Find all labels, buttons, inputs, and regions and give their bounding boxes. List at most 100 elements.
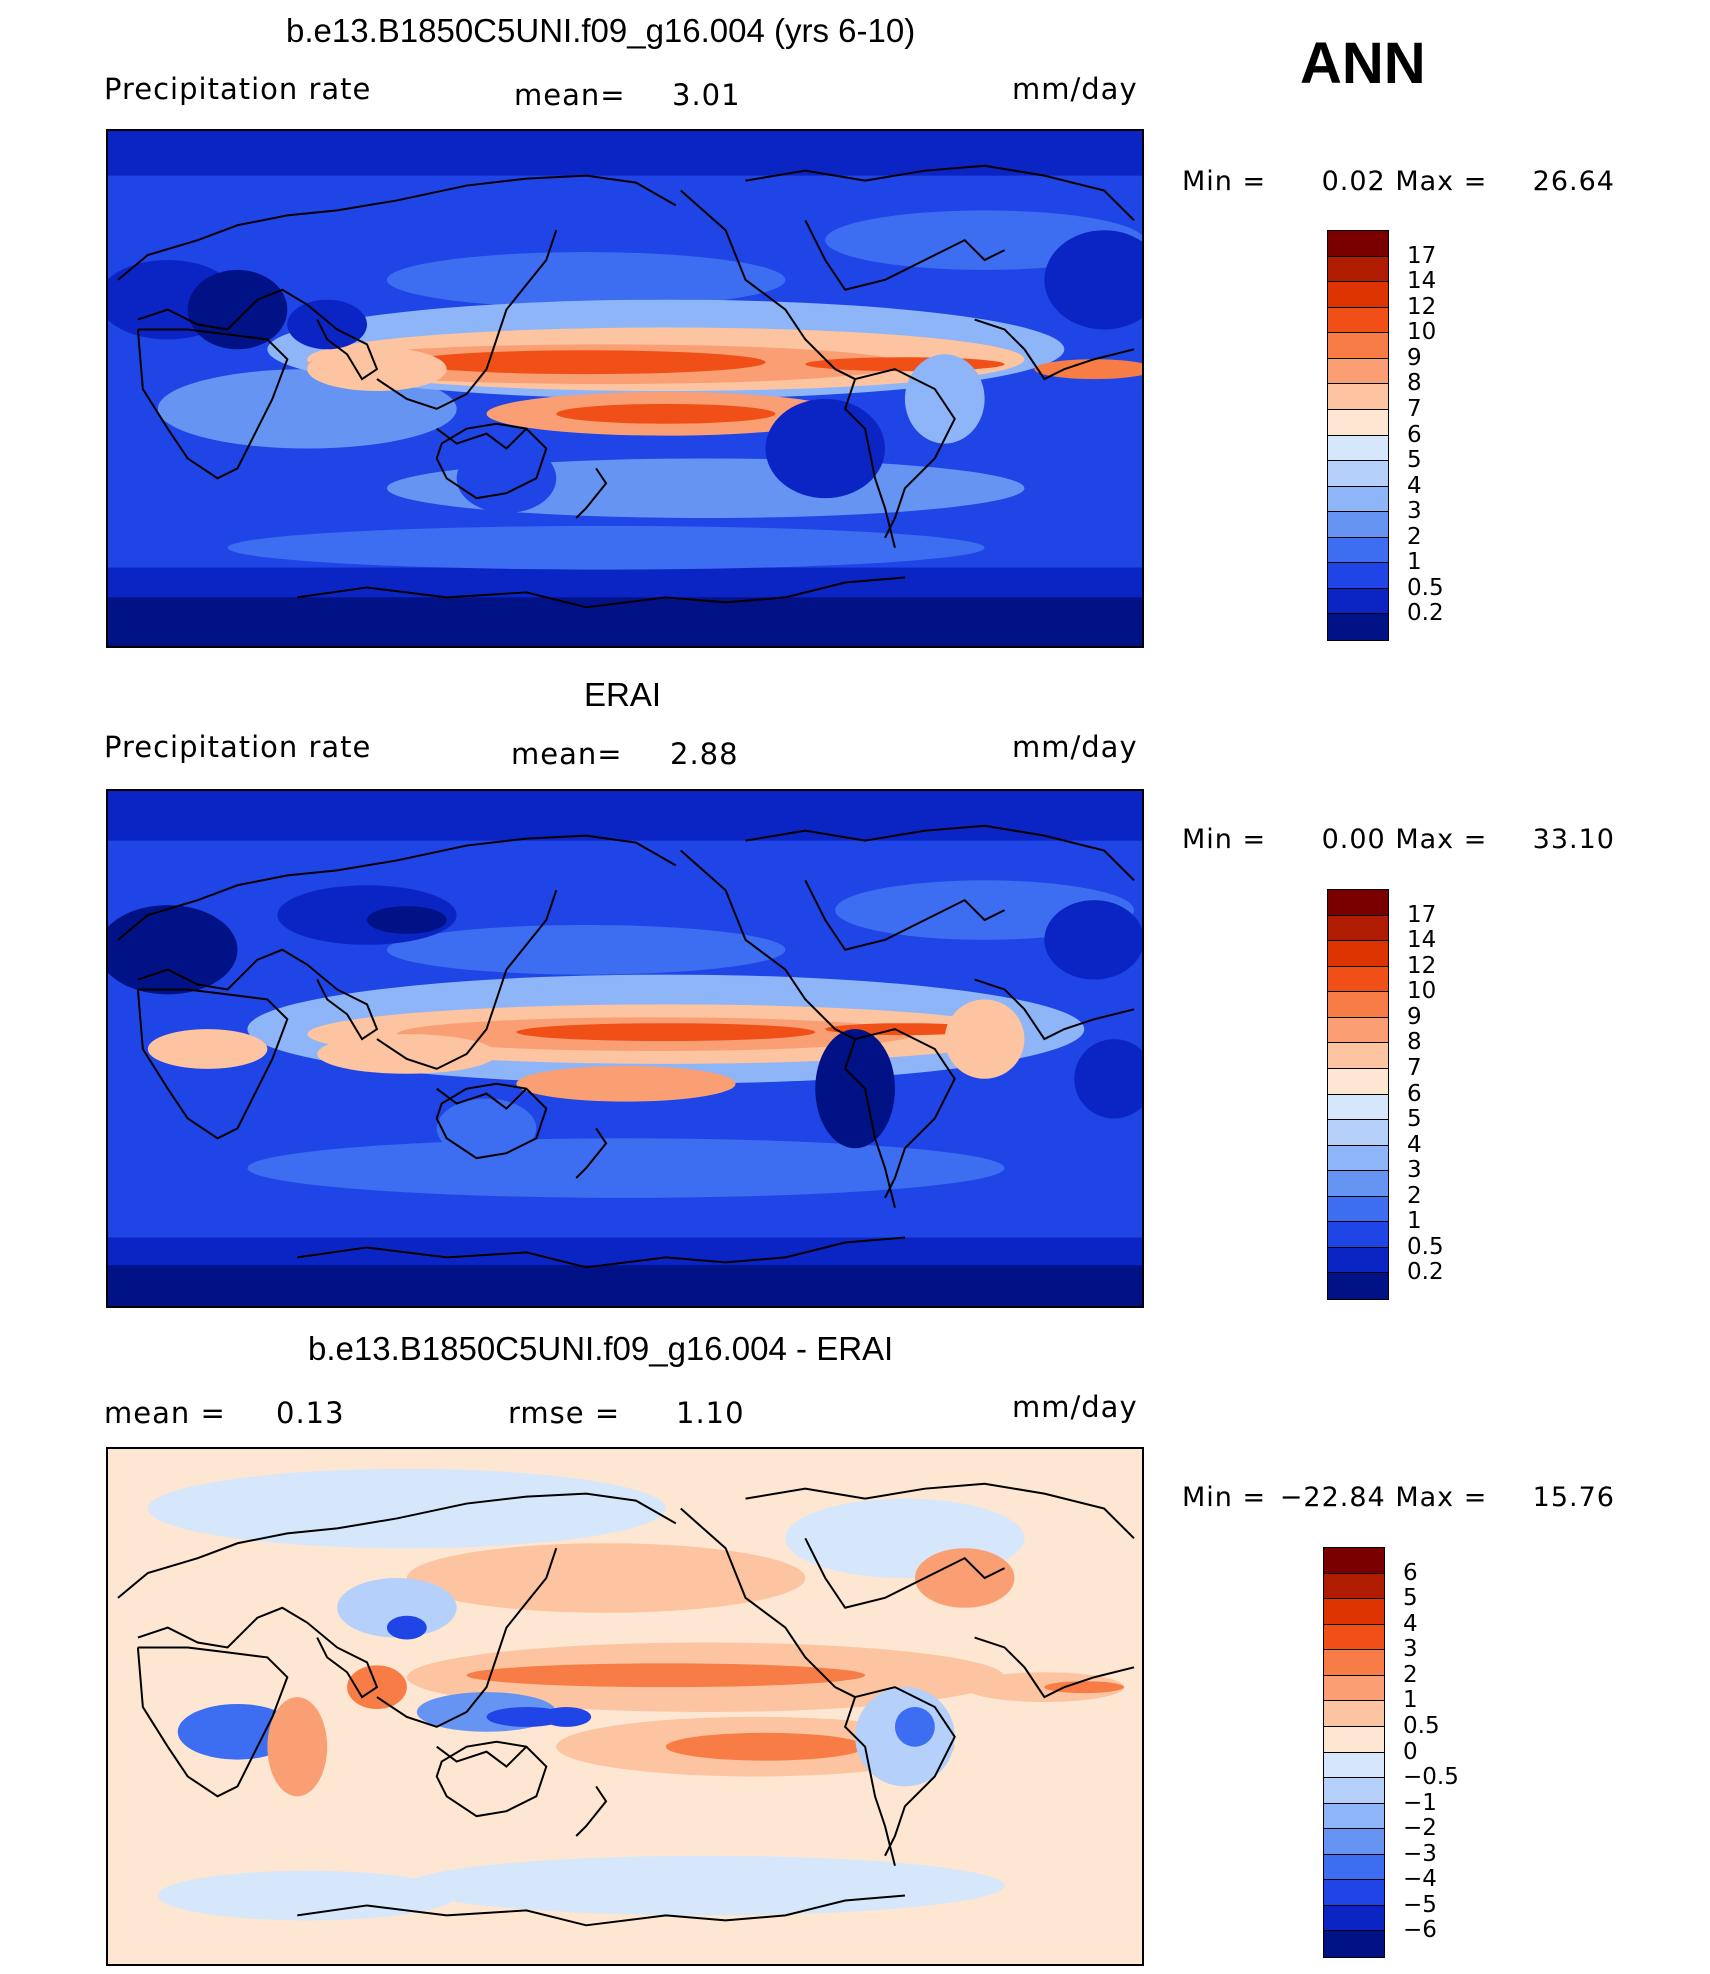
panel-3-min-value: −22.84 xyxy=(1279,1482,1386,1513)
colorbar-segment xyxy=(1328,358,1388,385)
colorbar-tick-label: 2 xyxy=(1407,1182,1422,1209)
colorbar-segment xyxy=(1328,512,1388,538)
colorbar-tick-label: 8 xyxy=(1407,370,1422,397)
colorbar-segment xyxy=(1324,1548,1384,1574)
panel-2-max-label: Max = xyxy=(1395,824,1488,855)
colorbar-segment xyxy=(1324,1675,1384,1702)
colorbar-segment xyxy=(1328,486,1388,513)
colorbar-segment xyxy=(1324,1905,1384,1932)
colorbar-tick-label: 17 xyxy=(1407,901,1437,928)
colorbar-segment xyxy=(1328,614,1388,640)
colorbar-tick-label: 3 xyxy=(1407,1157,1422,1184)
colorbar-tick-label: 4 xyxy=(1407,472,1422,499)
colorbar-tick-label: 4 xyxy=(1407,1131,1422,1158)
colorbar-tick-label: −3 xyxy=(1403,1840,1437,1867)
colorbar-segment xyxy=(1328,966,1388,993)
colorbar-tick-label: 6 xyxy=(1407,1080,1422,1107)
colorbar-tick-label: 7 xyxy=(1407,1054,1422,1081)
colorbar-segment xyxy=(1324,1573,1384,1600)
panel-3-min-label: Min = xyxy=(1182,1482,1267,1513)
colorbar-segment xyxy=(1328,461,1388,487)
colorbar-segment xyxy=(1328,307,1388,334)
panel-1-max-value: 26.64 xyxy=(1532,166,1615,197)
panel-1-mean-label: mean= xyxy=(514,78,626,112)
colorbar-tick-label: −0.5 xyxy=(1403,1764,1459,1791)
colorbar-tick-label: 0.2 xyxy=(1407,600,1444,627)
erai-precip-map xyxy=(108,791,1142,1306)
colorbar-tick-label: 0.5 xyxy=(1407,1233,1444,1260)
colorbar-segment xyxy=(1328,1145,1388,1172)
colorbar-tick-label: −2 xyxy=(1403,1815,1437,1842)
difference-map xyxy=(108,1449,1142,1964)
colorbar-segment xyxy=(1324,1752,1384,1779)
panel-3-max-label: Max = xyxy=(1395,1482,1488,1513)
panel-1-min-value: 0.02 xyxy=(1321,166,1386,197)
panel-1-title: b.e13.B1850C5UNI.f09_g16.004 (yrs 6-10) xyxy=(286,12,916,49)
colorbar-segment xyxy=(1328,1094,1388,1121)
colorbar-segment xyxy=(1324,1803,1384,1830)
colorbar-tick-label: 9 xyxy=(1407,344,1422,371)
colorbar-tick-label: 12 xyxy=(1407,952,1437,979)
colorbar-segment xyxy=(1324,1726,1384,1753)
colorbar-tick-label: 5 xyxy=(1407,1106,1422,1133)
colorbar-tick-label: 9 xyxy=(1407,1003,1422,1030)
panel-1-mean-value: 3.01 xyxy=(672,78,741,112)
colorbar-tick-label: 1 xyxy=(1403,1687,1418,1714)
colorbar-tick-label: 3 xyxy=(1403,1636,1418,1663)
colorbar-tick-label: 14 xyxy=(1407,268,1437,295)
colorbar-tick-label: −4 xyxy=(1403,1866,1437,1893)
panel-1-colorbar xyxy=(1327,230,1389,641)
panel-1-max-label: Max = xyxy=(1395,166,1488,197)
colorbar-tick-label: 10 xyxy=(1407,978,1437,1005)
colorbar-tick-label: 8 xyxy=(1407,1029,1422,1056)
colorbar-segment xyxy=(1328,1068,1388,1095)
colorbar-segment xyxy=(1324,1854,1384,1881)
colorbar-segment xyxy=(1328,1273,1388,1299)
colorbar-segment xyxy=(1328,1222,1388,1248)
colorbar-tick-label: −1 xyxy=(1403,1789,1437,1816)
colorbar-tick-label: 0.5 xyxy=(1407,574,1444,601)
colorbar-tick-label: 6 xyxy=(1407,421,1422,448)
colorbar-segment xyxy=(1328,256,1388,283)
colorbar-segment xyxy=(1328,435,1388,462)
panel-2-variable: Precipitation rate xyxy=(104,730,372,764)
colorbar-segment xyxy=(1328,384,1388,410)
colorbar-segment xyxy=(1328,537,1388,564)
colorbar-tick-label: 2 xyxy=(1407,523,1422,550)
colorbar-segment xyxy=(1324,1778,1384,1804)
colorbar-segment xyxy=(1328,1043,1388,1069)
colorbar-tick-label: 0.5 xyxy=(1403,1712,1440,1739)
colorbar-segment xyxy=(1328,1196,1388,1223)
colorbar-tick-label: 0 xyxy=(1403,1738,1418,1765)
colorbar-tick-label: 2 xyxy=(1403,1661,1418,1688)
colorbar-tick-label: 4 xyxy=(1403,1610,1418,1637)
colorbar-tick-label: 0.2 xyxy=(1407,1259,1444,1286)
colorbar-segment xyxy=(1328,409,1388,436)
panel-3-map xyxy=(106,1447,1144,1966)
colorbar-tick-label: 1 xyxy=(1407,549,1422,576)
panel-2-min-label: Min = xyxy=(1182,824,1267,855)
panel-3-colorbar xyxy=(1323,1547,1385,1958)
colorbar-segment xyxy=(1328,588,1388,615)
panel-3-rmse-label: rmse = xyxy=(508,1396,621,1430)
panel-2-min-value: 0.00 xyxy=(1321,824,1386,855)
colorbar-segment xyxy=(1328,231,1388,257)
colorbar-tick-label: 10 xyxy=(1407,319,1437,346)
colorbar-tick-label: 6 xyxy=(1403,1559,1418,1586)
colorbar-segment xyxy=(1328,941,1388,967)
colorbar-segment xyxy=(1328,1247,1388,1274)
panel-2-mean-label: mean= xyxy=(511,737,623,771)
colorbar-segment xyxy=(1328,1017,1388,1044)
panel-2-minmax: Min = 0.00 Max = 33.10 xyxy=(1182,824,1615,855)
colorbar-tick-label: 12 xyxy=(1407,293,1437,320)
colorbar-tick-label: 14 xyxy=(1407,927,1437,954)
panel-2-units: mm/day xyxy=(1012,730,1138,764)
colorbar-segment xyxy=(1328,890,1388,916)
panel-2-max-value: 33.10 xyxy=(1532,824,1615,855)
panel-3-title: b.e13.B1850C5UNI.f09_g16.004 - ERAI xyxy=(308,1330,894,1367)
panel-3-rmse-value: 1.10 xyxy=(676,1396,745,1430)
colorbar-segment xyxy=(1324,1599,1384,1625)
panel-1-map xyxy=(106,129,1144,648)
panel-3-max-value: 15.76 xyxy=(1532,1482,1615,1513)
panel-3-units: mm/day xyxy=(1012,1390,1138,1424)
